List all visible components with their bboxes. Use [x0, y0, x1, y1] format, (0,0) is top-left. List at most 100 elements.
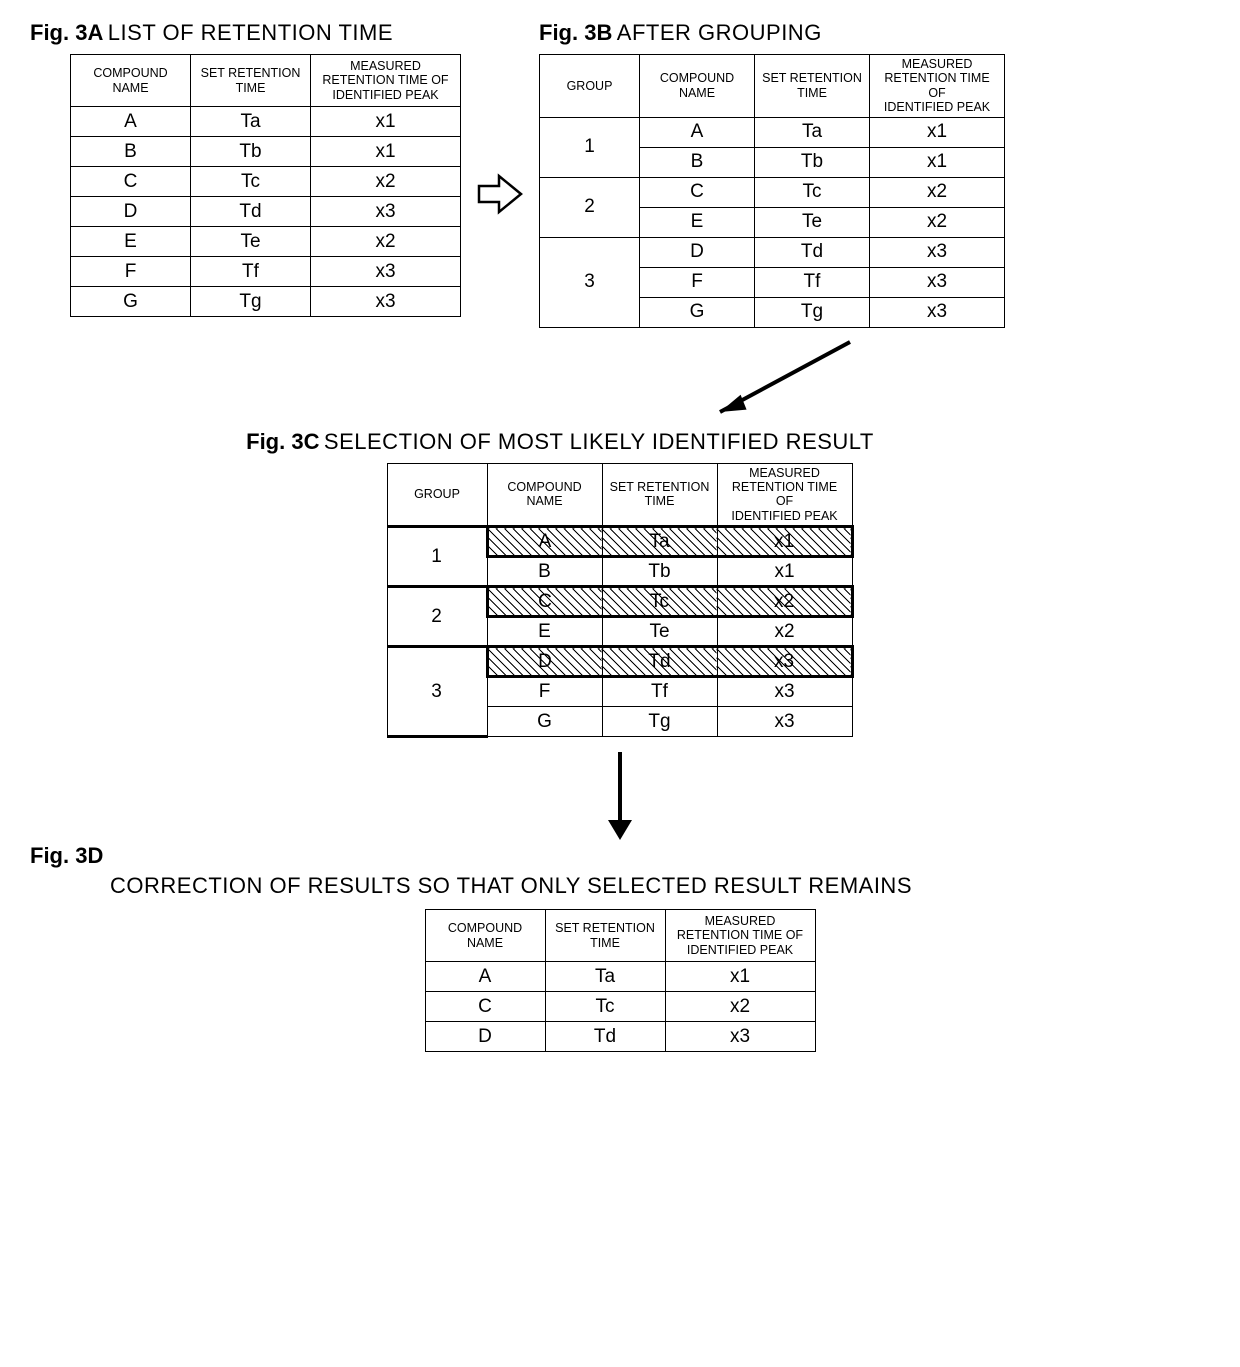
table-cell: x1 — [311, 107, 461, 137]
table-cell: Tf — [191, 257, 311, 287]
table-cell: x3 — [311, 197, 461, 227]
table-row: ETex2 — [71, 227, 461, 257]
column-header: MEASUREDRETENTION TIME OFIDENTIFIED PEAK — [665, 910, 815, 962]
fig-3d-block: Fig. 3D CORRECTION OF RESULTS SO THAT ON… — [30, 843, 1210, 1052]
fig-3d-label-line: Fig. 3D — [30, 843, 1210, 869]
table-cell: G — [487, 707, 602, 737]
fig-3a-caption: Fig. 3A LIST OF RETENTION TIME — [30, 20, 461, 46]
table-cell: Td — [191, 197, 311, 227]
table-cell: Td — [602, 647, 717, 677]
table-cell: Tb — [191, 137, 311, 167]
table-cell: x3 — [665, 1022, 815, 1052]
table-cell: Td — [755, 237, 870, 267]
column-header: MEASUREDRETENTION TIME OFIDENTIFIED PEAK — [311, 55, 461, 107]
table-cell: Tc — [755, 177, 870, 207]
table-cell: Td — [545, 1022, 665, 1052]
table-cell: Tg — [755, 297, 870, 327]
table-cell: Tb — [602, 557, 717, 587]
fig-3d-title: CORRECTION OF RESULTS SO THAT ONLY SELEC… — [110, 873, 912, 898]
group-cell: 2 — [540, 177, 640, 237]
table-cell: x1 — [870, 117, 1005, 147]
table-cell: Tc — [602, 587, 717, 617]
fig-3c-table: GROUPCOMPOUNDNAMESET RETENTIONTIMEMEASUR… — [387, 463, 854, 739]
table-cell: F — [487, 677, 602, 707]
column-header: SET RETENTIONTIME — [602, 463, 717, 527]
table-cell: Tc — [545, 992, 665, 1022]
table-cell: E — [487, 617, 602, 647]
table-row: 1ATax1 — [387, 527, 852, 557]
table-cell: x3 — [311, 287, 461, 317]
table-cell: x2 — [717, 617, 852, 647]
arrow-diagonal-icon — [660, 334, 880, 429]
table-cell: Te — [191, 227, 311, 257]
column-header: SET RETENTIONTIME — [545, 910, 665, 962]
table-cell: D — [640, 237, 755, 267]
group-cell: 1 — [387, 527, 487, 587]
table-cell: E — [640, 207, 755, 237]
column-header: SET RETENTIONTIME — [755, 55, 870, 118]
table-cell: Ta — [191, 107, 311, 137]
fig-3a-block: Fig. 3A LIST OF RETENTION TIME COMPOUNDN… — [30, 20, 461, 317]
table-cell: A — [71, 107, 191, 137]
fig-3a-title: LIST OF RETENTION TIME — [108, 20, 393, 45]
arrow-right-icon — [477, 132, 523, 216]
fig-3c-title: SELECTION OF MOST LIKELY IDENTIFIED RESU… — [324, 429, 874, 454]
table-cell: Te — [602, 617, 717, 647]
group-cell: 2 — [387, 587, 487, 647]
table-row: 1ATax1 — [540, 117, 1005, 147]
fig-3b-table: GROUPCOMPOUNDNAMESET RETENTIONTIMEMEASUR… — [539, 54, 1005, 328]
column-header: SET RETENTIONTIME — [191, 55, 311, 107]
table-row: 3DTdx3 — [540, 237, 1005, 267]
table-row: ATax1 — [425, 962, 815, 992]
table-cell: D — [71, 197, 191, 227]
table-cell: x3 — [870, 267, 1005, 297]
table-cell: F — [640, 267, 755, 297]
table-cell: x1 — [717, 557, 852, 587]
table-row: 2CTcx2 — [540, 177, 1005, 207]
table-cell: Ta — [602, 527, 717, 557]
table-cell: x2 — [665, 992, 815, 1022]
fig-3a-label: Fig. 3A — [30, 20, 103, 45]
group-cell: 3 — [540, 237, 640, 327]
table-row: CTcx2 — [71, 167, 461, 197]
table-cell: B — [487, 557, 602, 587]
column-header: COMPOUNDNAME — [425, 910, 545, 962]
group-cell: 1 — [540, 117, 640, 177]
column-header: MEASUREDRETENTION TIME OFIDENTIFIED PEAK — [870, 55, 1005, 118]
table-cell: x1 — [665, 962, 815, 992]
table-cell: x1 — [870, 147, 1005, 177]
column-header: COMPOUNDNAME — [487, 463, 602, 527]
table-cell: x2 — [311, 167, 461, 197]
table-cell: x3 — [717, 647, 852, 677]
arrow-down-icon — [600, 748, 640, 843]
table-cell: x3 — [870, 297, 1005, 327]
fig-3d-label: Fig. 3D — [30, 843, 103, 868]
table-cell: Tg — [602, 707, 717, 737]
table-cell: x2 — [717, 587, 852, 617]
top-row: Fig. 3A LIST OF RETENTION TIME COMPOUNDN… — [30, 20, 1210, 328]
table-row: GTgx3 — [71, 287, 461, 317]
table-cell: Ta — [545, 962, 665, 992]
group-cell: 3 — [387, 647, 487, 737]
fig-3b-title: AFTER GROUPING — [617, 20, 822, 45]
table-row: BTbx1 — [71, 137, 461, 167]
table-cell: x1 — [311, 137, 461, 167]
table-cell: G — [71, 287, 191, 317]
table-cell: x2 — [311, 227, 461, 257]
table-cell: F — [71, 257, 191, 287]
fig-3b-block: Fig. 3B AFTER GROUPING GROUPCOMPOUNDNAME… — [539, 20, 1005, 328]
column-header: COMPOUNDNAME — [71, 55, 191, 107]
table-cell: Te — [755, 207, 870, 237]
arrow-down-wrap — [30, 748, 1210, 843]
table-cell: Ta — [755, 117, 870, 147]
table-cell: x3 — [311, 257, 461, 287]
table-cell: Tg — [191, 287, 311, 317]
fig-3c-label: Fig. 3C — [246, 429, 319, 454]
fig-3c-block: Fig. 3C SELECTION OF MOST LIKELY IDENTIF… — [30, 429, 1210, 739]
table-row: CTcx2 — [425, 992, 815, 1022]
table-cell: C — [487, 587, 602, 617]
table-row: DTdx3 — [425, 1022, 815, 1052]
table-cell: Tf — [602, 677, 717, 707]
fig-3b-label: Fig. 3B — [539, 20, 612, 45]
table-cell: x1 — [717, 527, 852, 557]
